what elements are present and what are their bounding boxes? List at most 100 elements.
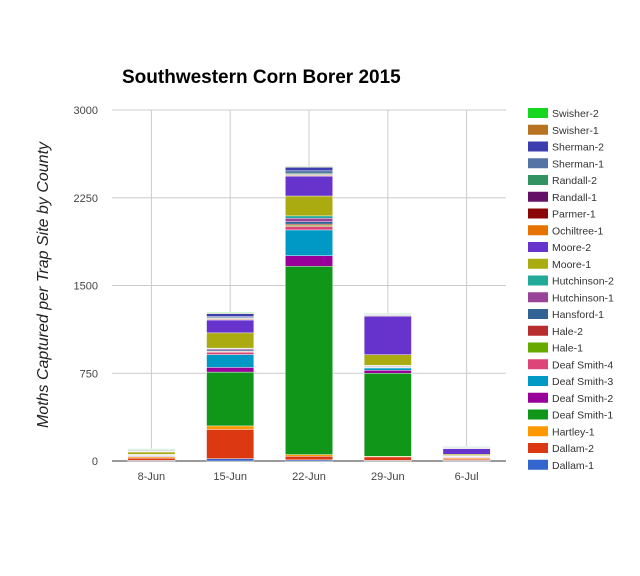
y-tick-label: 3000 bbox=[74, 105, 98, 117]
legend-label: Hartley-1 bbox=[552, 426, 595, 438]
bar-segment bbox=[127, 457, 176, 461]
bar-segment bbox=[127, 448, 176, 450]
legend-swatch bbox=[528, 175, 548, 185]
legend-label: Deaf Smith-3 bbox=[552, 376, 613, 388]
legend-item: Hutchinson-1 bbox=[528, 292, 614, 304]
bars bbox=[127, 165, 491, 462]
legend-swatch bbox=[528, 443, 548, 453]
legend-label: Swisher-1 bbox=[552, 125, 599, 137]
legend-label: Hale-1 bbox=[552, 343, 583, 355]
legend-label: Hutchinson-1 bbox=[552, 292, 614, 304]
legend-item: Deaf Smith-2 bbox=[528, 392, 613, 405]
legend-swatch bbox=[528, 292, 548, 303]
bar-segment bbox=[442, 446, 491, 447]
legend-swatch bbox=[528, 108, 548, 118]
legend-swatch bbox=[528, 359, 548, 370]
bar-segment bbox=[285, 170, 333, 174]
legend-swatch bbox=[528, 409, 548, 420]
legend-item: Moore-1 bbox=[528, 258, 591, 271]
legend-swatch bbox=[528, 141, 548, 152]
bar-segment bbox=[206, 312, 255, 314]
bar-segment bbox=[285, 255, 333, 267]
legend-swatch bbox=[528, 275, 548, 286]
bar-segment bbox=[363, 373, 412, 457]
legend-item: Ochiltree-1 bbox=[528, 225, 604, 237]
bar-segment bbox=[206, 332, 255, 349]
bar-segment bbox=[285, 195, 333, 217]
bar-segment bbox=[206, 371, 255, 427]
legend-item: Randall-1 bbox=[528, 191, 597, 204]
legend-label: Deaf Smith-1 bbox=[552, 410, 613, 422]
bar-segment bbox=[206, 351, 255, 355]
bar-segment bbox=[285, 454, 333, 457]
legend-item: Dallam-1 bbox=[528, 459, 594, 472]
y-axis-ticks: 0 750 1500 2250 3000 bbox=[74, 105, 98, 468]
y-axis-label: Moths Captured per Trap Site by County bbox=[35, 141, 52, 428]
bar-segment bbox=[206, 429, 255, 459]
bar-segment bbox=[285, 221, 333, 225]
bar-segment bbox=[285, 215, 333, 219]
legend-swatch bbox=[528, 392, 548, 403]
bar-segment bbox=[363, 370, 412, 374]
legend-label: Dallam-1 bbox=[552, 460, 594, 472]
bar-segment bbox=[285, 226, 333, 231]
bar-segment bbox=[363, 315, 412, 355]
bar-segment bbox=[127, 451, 176, 455]
legend-label: Deaf Smith-4 bbox=[552, 359, 613, 371]
x-tick-label: 22-Jun bbox=[292, 471, 326, 483]
legend-label: Swisher-2 bbox=[552, 108, 599, 120]
legend-swatch bbox=[528, 342, 548, 353]
x-tick-label: 8-Jun bbox=[138, 471, 166, 483]
gridlines bbox=[112, 109, 506, 462]
legend-label: Randall-2 bbox=[552, 175, 597, 187]
bar-segment bbox=[363, 456, 412, 461]
bar-segment bbox=[442, 448, 491, 455]
chart-title: Southwestern Corn Borer 2015 bbox=[122, 67, 401, 88]
legend-label: Hutchinson-2 bbox=[552, 276, 614, 288]
legend-item: Hutchinson-2 bbox=[528, 275, 614, 288]
x-tick-label: 29-Jun bbox=[371, 471, 405, 483]
legend-item: Deaf Smith-3 bbox=[528, 376, 613, 388]
legend-swatch bbox=[528, 459, 548, 470]
legend-item: Parmer-1 bbox=[528, 208, 596, 221]
legend-item: Randall-2 bbox=[528, 175, 597, 187]
legend-item: Hale-2 bbox=[528, 325, 583, 338]
legend-label: Deaf Smith-2 bbox=[552, 393, 613, 405]
bar-segment bbox=[363, 354, 412, 366]
legend-item: Hale-1 bbox=[528, 342, 583, 355]
legend-label: Dallam-2 bbox=[552, 443, 594, 455]
legend-item: Sherman-1 bbox=[528, 158, 604, 170]
legend-label: Randall-1 bbox=[552, 192, 597, 204]
bar-segment bbox=[206, 425, 255, 430]
legend-item: Swisher-1 bbox=[528, 124, 599, 137]
legend-swatch bbox=[528, 208, 548, 219]
legend-swatch bbox=[528, 376, 548, 386]
legend-item: Deaf Smith-4 bbox=[528, 359, 613, 371]
bar-segment bbox=[206, 354, 255, 368]
bar-segment bbox=[206, 458, 255, 462]
legend-item: Swisher-2 bbox=[528, 108, 599, 120]
legend-swatch bbox=[528, 191, 548, 202]
legend-swatch bbox=[528, 309, 548, 319]
x-axis-ticks: 8-Jun 15-Jun 22-Jun 29-Jun 6-Jul bbox=[138, 471, 479, 483]
x-tick-label: 6-Jul bbox=[455, 471, 479, 483]
legend-item: Hartley-1 bbox=[528, 426, 595, 438]
bar-segment bbox=[206, 367, 255, 373]
legend-swatch bbox=[528, 426, 548, 437]
y-tick-label: 0 bbox=[92, 456, 98, 468]
legend-item: Moore-2 bbox=[528, 242, 591, 254]
legend-swatch bbox=[528, 325, 548, 336]
bar-segment bbox=[285, 165, 333, 167]
bar-segment bbox=[285, 229, 333, 256]
legend-label: Sherman-1 bbox=[552, 158, 604, 170]
bar-segment bbox=[206, 319, 255, 334]
y-tick-label: 2250 bbox=[74, 193, 98, 205]
legend-label: Moore-2 bbox=[552, 242, 591, 254]
legend: Swisher-2 Swisher-1 Sherman-2 Sherman-1 Rand… bbox=[528, 108, 614, 472]
bar-segment bbox=[363, 312, 412, 314]
legend-swatch bbox=[528, 225, 548, 236]
bar-segment bbox=[285, 167, 333, 172]
legend-label: Sherman-2 bbox=[552, 142, 604, 154]
